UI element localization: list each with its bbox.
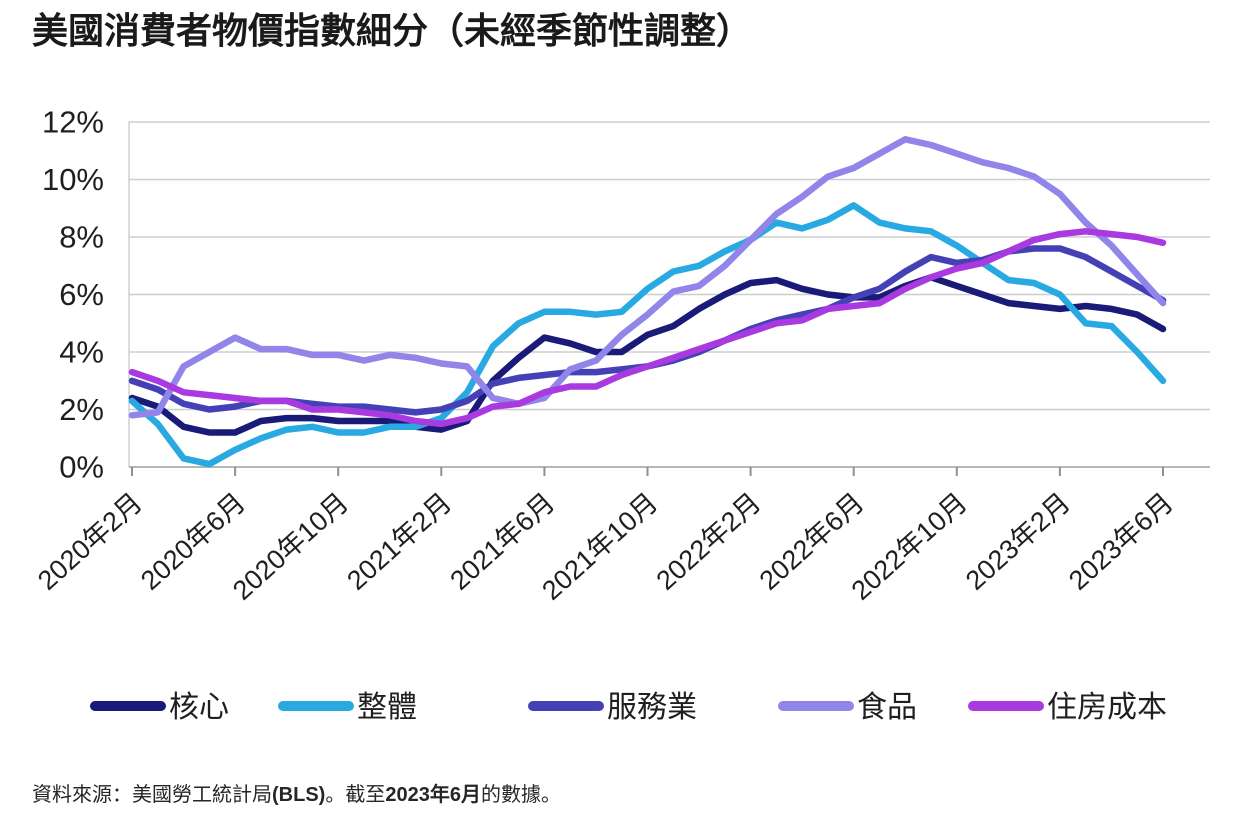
series-line-整體 (128, 202, 1167, 468)
series-line-食品 (128, 136, 1167, 419)
legend-item-住房成本: 住房成本 (968, 684, 1167, 732)
legend-item-整體: 整體 (278, 684, 417, 732)
legend-item-食品: 食品 (778, 684, 917, 732)
source-note: 資料來源：美國勞工統計局(BLS)。截至2023年6月的數據。 (32, 778, 561, 807)
source-text-date: 2023年6月 (385, 784, 481, 806)
cpi-line-chart-canvas: 0%2%4%6%8%10%12%2020年2月2020年6月2020年10月20… (32, 105, 1210, 606)
x-axis-label: 2023年6月 (1063, 487, 1179, 596)
series-line-服務業 (128, 245, 1167, 416)
y-axis-label: 8% (59, 220, 104, 255)
source-text: 。截至 (325, 784, 386, 806)
y-axis-label: 2% (59, 392, 104, 427)
x-axis-label: 2023年2月 (960, 487, 1076, 596)
y-axis-label: 6% (59, 277, 104, 312)
legend-label: 食品 (857, 691, 917, 724)
legend-swatch-icon (778, 701, 854, 711)
source-text-bls: (BLS) (272, 784, 326, 806)
x-axis-label: 2021年2月 (341, 487, 457, 596)
chart-title: 美國消費者物價指數細分（未經季節性調整） (32, 10, 753, 51)
series-line-住房成本 (128, 228, 1167, 428)
legend-label: 核心 (169, 691, 229, 724)
x-axis-label: 2022年2月 (651, 487, 767, 596)
legend-swatch-icon (278, 701, 354, 711)
source-text: 的數據。 (480, 784, 561, 806)
legend-label: 服務業 (607, 691, 697, 724)
legend-item-服務業: 服務業 (528, 684, 697, 732)
series-line-核心 (128, 274, 1167, 436)
source-text: 資料來源：美國勞工統計局 (32, 784, 272, 806)
y-axis-label: 0% (59, 450, 104, 485)
chart-legend: 核心 整體 服務業 食品 住房成本 (0, 684, 1241, 732)
legend-swatch-icon (968, 701, 1044, 711)
y-axis-label: 4% (59, 335, 104, 370)
legend-label: 整體 (357, 691, 417, 724)
line-chart: 0% 2% 4% 6% 8% 10% 12% 2020年2月 2020年6月 2020年10月 20… (0, 88, 1241, 648)
legend-swatch-icon (528, 701, 604, 711)
legend-label: 住房成本 (1047, 691, 1167, 724)
x-axis-label: 2020年2月 (32, 487, 148, 596)
y-axis-label: 12% (42, 105, 104, 140)
legend-swatch-icon (90, 701, 166, 711)
y-axis-label: 10% (42, 162, 104, 197)
legend-item-核心: 核心 (90, 684, 229, 732)
